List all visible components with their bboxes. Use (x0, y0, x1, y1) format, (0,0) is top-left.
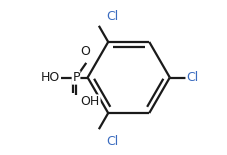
Text: HO: HO (41, 71, 60, 84)
Text: P: P (72, 71, 79, 84)
Text: Cl: Cl (106, 10, 118, 23)
Text: OH: OH (80, 95, 99, 108)
Text: O: O (80, 45, 90, 58)
Text: Cl: Cl (185, 71, 197, 84)
Text: Cl: Cl (106, 135, 118, 148)
